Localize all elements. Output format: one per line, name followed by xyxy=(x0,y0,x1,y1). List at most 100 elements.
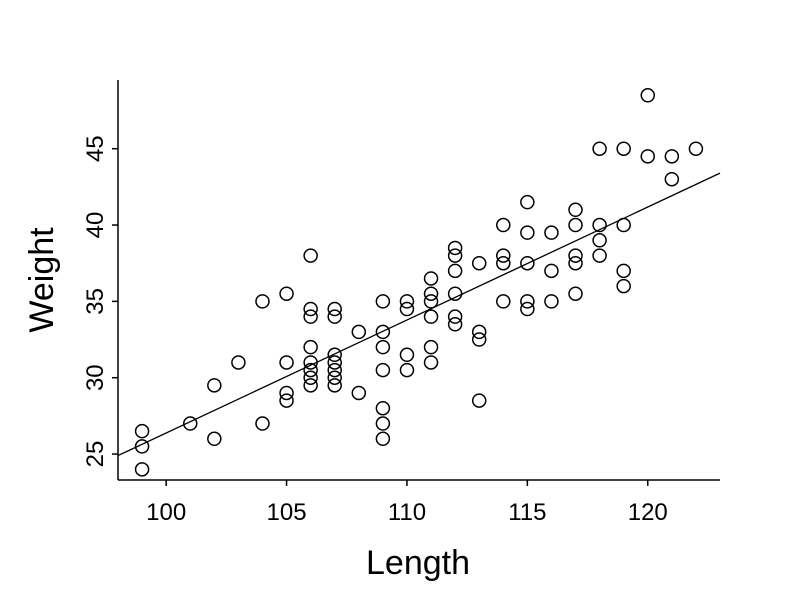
x-tick-label: 115 xyxy=(508,499,546,526)
x-tick-label: 120 xyxy=(628,499,668,526)
data-point xyxy=(375,362,391,378)
data-point xyxy=(423,294,439,309)
data-point xyxy=(616,217,631,233)
data-point xyxy=(616,263,631,279)
data-point xyxy=(447,240,463,256)
data-point xyxy=(375,400,391,416)
y-tick-label: 25 xyxy=(82,441,109,468)
fit-line-layer xyxy=(117,172,721,457)
y-axis-title: Weight xyxy=(23,227,61,333)
data-point xyxy=(471,324,487,340)
data-point xyxy=(688,141,704,156)
data-point xyxy=(279,385,294,401)
regression-line xyxy=(117,172,721,457)
data-point xyxy=(544,294,559,309)
data-point xyxy=(496,248,511,263)
data-point xyxy=(423,309,439,324)
data-point xyxy=(616,278,631,294)
x-tick-label: 100 xyxy=(146,499,186,526)
data-point xyxy=(592,233,607,248)
data-point xyxy=(303,370,318,385)
data-point xyxy=(303,355,318,370)
data-point xyxy=(471,332,487,347)
data-point xyxy=(399,301,415,317)
data-point xyxy=(568,255,583,271)
data-point xyxy=(303,362,318,378)
data-point xyxy=(279,393,294,408)
data-point xyxy=(447,286,463,301)
data-point xyxy=(399,347,415,363)
data-point xyxy=(423,355,439,370)
points-layer xyxy=(134,88,704,477)
data-point xyxy=(423,339,439,355)
data-point xyxy=(544,263,559,279)
data-point xyxy=(207,431,222,447)
ticks-layer: 100 105 110 115 120 25 30 35 40 45 xyxy=(82,135,668,526)
data-point xyxy=(640,149,656,164)
data-point xyxy=(207,378,222,393)
data-point xyxy=(327,362,342,378)
data-point xyxy=(520,255,535,271)
data-point xyxy=(231,355,246,370)
data-point xyxy=(471,393,487,408)
data-point xyxy=(134,423,150,439)
data-point xyxy=(592,248,607,263)
data-point xyxy=(520,294,535,309)
data-point xyxy=(544,225,559,240)
data-point xyxy=(496,217,511,233)
data-point xyxy=(447,263,463,279)
data-point xyxy=(568,286,583,301)
data-point xyxy=(375,324,391,340)
data-point xyxy=(423,271,439,286)
data-point xyxy=(303,309,318,324)
data-point xyxy=(375,294,391,309)
data-point xyxy=(471,255,487,271)
data-point xyxy=(375,339,391,355)
data-point xyxy=(351,324,367,340)
data-point xyxy=(327,378,342,393)
data-point xyxy=(640,88,656,103)
data-point xyxy=(279,286,294,301)
data-point xyxy=(351,385,367,401)
data-point xyxy=(255,294,270,309)
data-point xyxy=(134,439,150,454)
data-point xyxy=(447,309,463,324)
x-axis-title: Length xyxy=(366,544,470,582)
data-point xyxy=(255,416,270,431)
data-point xyxy=(327,347,342,363)
data-point xyxy=(520,225,535,240)
data-point xyxy=(303,339,318,355)
data-point xyxy=(327,355,342,370)
data-point xyxy=(423,286,439,301)
axes-layer xyxy=(117,80,720,481)
data-point xyxy=(447,317,463,332)
data-point xyxy=(303,378,318,393)
data-point xyxy=(520,194,535,210)
data-point xyxy=(568,202,583,218)
data-point xyxy=(664,171,680,187)
y-tick-label: 30 xyxy=(82,364,109,391)
data-point xyxy=(327,370,342,385)
data-point xyxy=(496,255,511,271)
data-point xyxy=(568,248,583,263)
data-point xyxy=(375,416,391,431)
data-point xyxy=(496,294,511,309)
data-point xyxy=(592,217,607,233)
data-point xyxy=(303,301,318,317)
data-point xyxy=(134,462,150,477)
data-point xyxy=(399,294,415,309)
data-point xyxy=(616,141,631,156)
data-point xyxy=(447,248,463,263)
x-tick-label: 110 xyxy=(388,499,426,526)
data-point xyxy=(399,362,415,378)
data-point xyxy=(592,141,607,156)
y-tick-label: 35 xyxy=(82,288,109,315)
data-point xyxy=(327,309,342,324)
data-point xyxy=(182,416,198,431)
data-point xyxy=(520,301,535,317)
y-tick-label: 40 xyxy=(82,212,109,239)
data-point xyxy=(375,431,391,447)
data-point xyxy=(664,149,680,164)
data-point xyxy=(303,248,318,263)
data-point xyxy=(568,217,583,233)
